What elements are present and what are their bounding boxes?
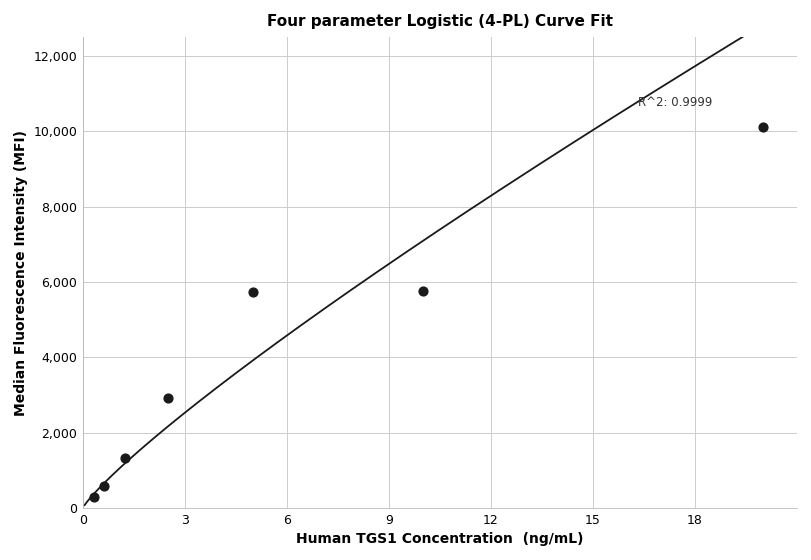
- Point: [97, 482, 110, 491]
- Point: [161, 394, 174, 403]
- Text: R^2: 0.9999: R^2: 0.9999: [637, 96, 712, 109]
- X-axis label: Human TGS1 Concentration  (ng/mL): Human TGS1 Concentration (ng/mL): [296, 532, 584, 546]
- Point: [757, 123, 770, 132]
- Point: [417, 287, 430, 296]
- Title: Four parameter Logistic (4-PL) Curve Fit: Four parameter Logistic (4-PL) Curve Fit: [267, 14, 613, 29]
- Y-axis label: Median Fluorescence Intensity (MFI): Median Fluorescence Intensity (MFI): [14, 129, 28, 416]
- Point: [247, 288, 260, 297]
- Point: [87, 492, 100, 501]
- Point: [119, 454, 132, 463]
